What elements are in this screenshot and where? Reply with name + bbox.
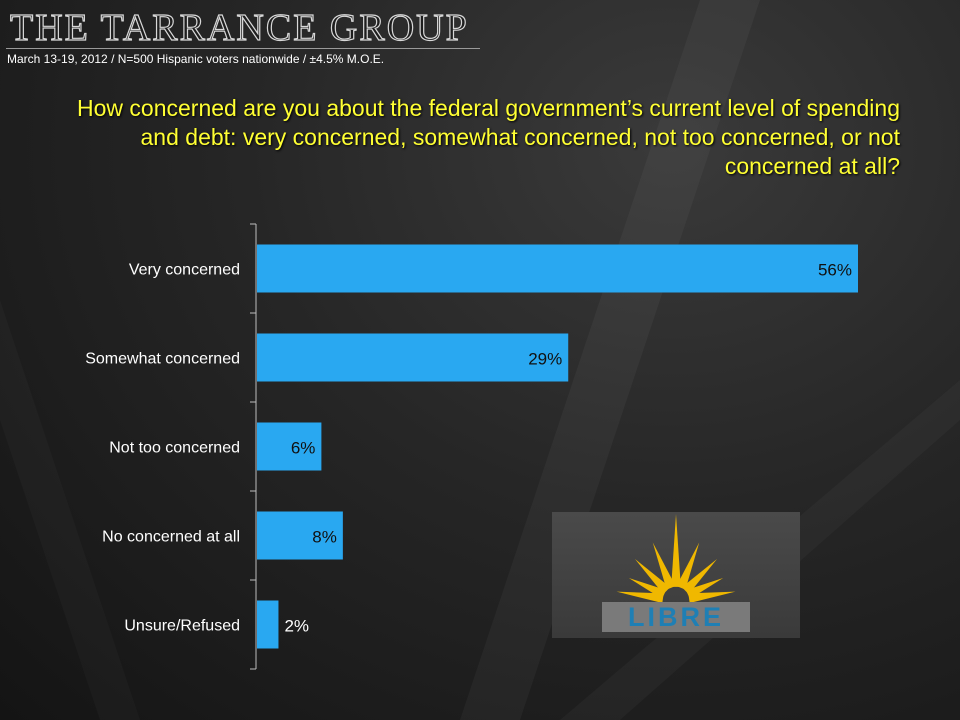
brand-header: THE TARRANCE GROUP	[6, 4, 480, 49]
survey-subtitle: March 13-19, 2012 / N=500 Hispanic voter…	[7, 52, 385, 66]
sun-ray-icon	[688, 591, 736, 603]
libre-logo: LIBRE	[552, 512, 800, 638]
data-label: 2%	[284, 617, 309, 636]
category-label: Unsure/Refused	[124, 618, 240, 635]
libre-logo-graphic: LIBRE	[602, 514, 750, 632]
category-label: Not too concerned	[109, 440, 240, 457]
logo-plate	[602, 602, 750, 632]
bar	[257, 511, 343, 560]
bar	[257, 422, 322, 471]
category-label: Somewhat concerned	[85, 351, 240, 368]
chart-question-title: How concerned are you about the federal …	[77, 95, 900, 179]
sunburst-icon	[616, 514, 736, 603]
data-label: 29%	[528, 350, 562, 369]
sun-ray-icon	[676, 542, 700, 590]
data-label: 8%	[312, 528, 337, 547]
brand-logo-text: THE TARRANCE GROUP	[9, 7, 469, 49]
bar	[257, 600, 279, 649]
data-label: 6%	[291, 439, 316, 458]
category-label: No concerned at all	[102, 529, 240, 546]
sun-ray-icon	[652, 542, 676, 590]
category-label: Very concerned	[129, 262, 240, 279]
bar	[257, 333, 569, 382]
bar	[257, 244, 858, 293]
sun-ray-icon	[671, 514, 681, 587]
sun-ray-icon	[681, 558, 718, 595]
sun-ray-icon	[634, 558, 671, 595]
data-label: 56%	[818, 261, 852, 280]
sun-ray-icon	[616, 591, 664, 603]
logo-text: LIBRE	[628, 602, 724, 632]
